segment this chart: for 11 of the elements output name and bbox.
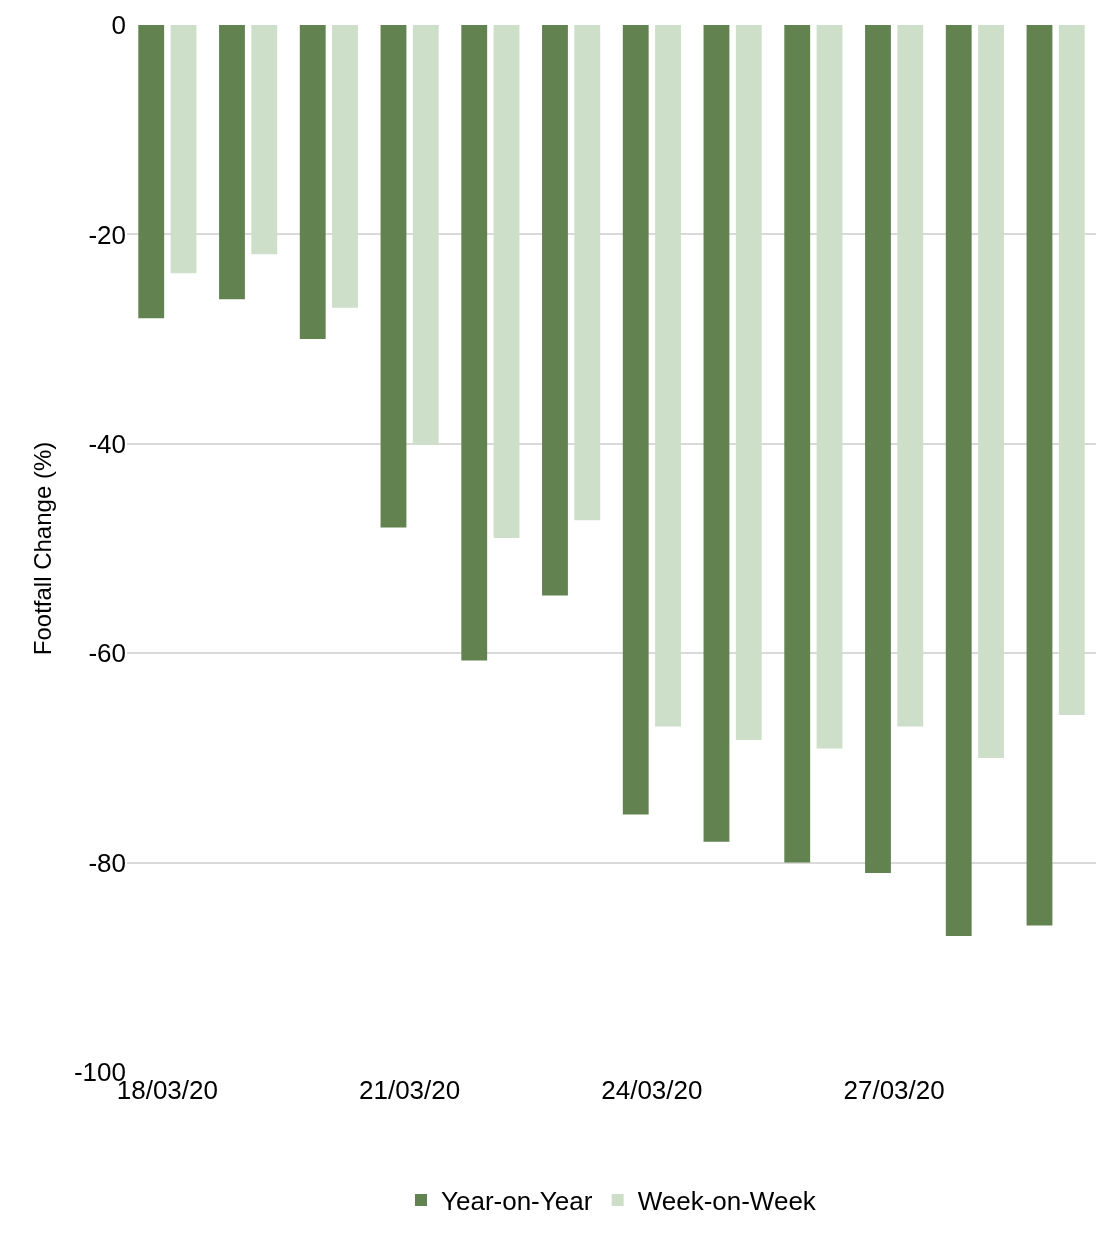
legend-label: Week-on-Week — [637, 1186, 817, 1217]
legend-label: Year-on-Year — [441, 1186, 593, 1217]
y-tick-label: 0 — [111, 10, 126, 41]
y-tick-label: -40 — [88, 428, 126, 459]
y-axis-title: Footfall Change (%) — [29, 441, 57, 656]
x-tick-label: 27/03/20 — [843, 1075, 945, 1105]
x-tick-label: 21/03/20 — [359, 1075, 461, 1105]
y-tick-label: -60 — [88, 638, 126, 669]
x-tick-label: 24/03/20 — [601, 1075, 703, 1105]
y-tick-label: -80 — [88, 847, 126, 878]
y-tick-label: -20 — [88, 219, 126, 250]
